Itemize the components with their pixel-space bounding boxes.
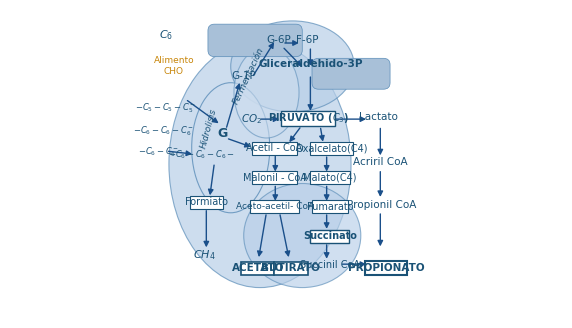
FancyBboxPatch shape — [311, 230, 349, 243]
FancyBboxPatch shape — [249, 200, 299, 214]
Text: Acriril CoA: Acriril CoA — [353, 157, 408, 167]
FancyBboxPatch shape — [311, 142, 353, 155]
Text: PROPIONATO: PROPIONATO — [348, 263, 424, 273]
Text: Oxalcelato(C4): Oxalcelato(C4) — [295, 143, 368, 154]
FancyBboxPatch shape — [273, 261, 308, 275]
Text: Acetil - CoA: Acetil - CoA — [247, 143, 303, 154]
Text: Succinato: Succinato — [303, 231, 357, 241]
FancyBboxPatch shape — [365, 261, 407, 275]
Text: F-6P: F-6P — [296, 35, 319, 45]
Text: $-C_6-C_6^-$: $-C_6-C_6^-$ — [138, 146, 179, 159]
Text: Propionil CoA: Propionil CoA — [347, 200, 416, 210]
Text: BUTIRATO: BUTIRATO — [261, 263, 320, 274]
Text: $C_6$: $C_6$ — [158, 29, 173, 42]
Text: PIRUVATO ($C_3$): PIRUVATO ($C_3$) — [268, 112, 349, 126]
Ellipse shape — [169, 40, 351, 288]
Text: $-C_5-C_5-C_5^-$: $-C_5-C_5-C_5^-$ — [135, 102, 196, 115]
Text: Fermentación: Fermentación — [232, 46, 266, 106]
Ellipse shape — [231, 21, 354, 112]
Text: $-C_6-C_6-C_6^-$: $-C_6-C_6-C_6^-$ — [133, 125, 194, 138]
Ellipse shape — [192, 83, 270, 213]
Text: Malonil - CoA: Malonil - CoA — [243, 173, 307, 183]
FancyBboxPatch shape — [312, 58, 390, 89]
Text: Malato(C4): Malato(C4) — [304, 173, 357, 183]
Text: Hidrolisis: Hidrolisis — [199, 107, 219, 149]
Text: Succinil CoA: Succinil CoA — [300, 260, 360, 271]
FancyBboxPatch shape — [281, 111, 335, 126]
Ellipse shape — [244, 183, 361, 288]
FancyBboxPatch shape — [311, 171, 350, 184]
Text: Gliceraldehido-3P: Gliceraldehido-3P — [258, 59, 363, 69]
FancyBboxPatch shape — [252, 142, 297, 155]
Text: $-C_6-C_6-C_6-$: $-C_6-C_6-C_6-$ — [168, 149, 235, 161]
Text: G: G — [217, 127, 228, 140]
Text: Alimento
CHO: Alimento CHO — [153, 56, 194, 76]
FancyBboxPatch shape — [312, 200, 348, 214]
Text: G-6P: G-6P — [267, 35, 291, 45]
Text: Fumarato: Fumarato — [307, 202, 353, 212]
Text: Aceto-acetil- CoA: Aceto-acetil- CoA — [236, 202, 313, 212]
FancyBboxPatch shape — [190, 195, 223, 209]
FancyBboxPatch shape — [241, 261, 274, 275]
Text: $CH_4$: $CH_4$ — [193, 248, 216, 262]
Text: G-1P: G-1P — [231, 71, 256, 81]
Text: Lactato: Lactato — [359, 112, 398, 122]
FancyBboxPatch shape — [208, 24, 302, 57]
Text: ACETATO: ACETATO — [232, 263, 284, 274]
FancyBboxPatch shape — [252, 171, 297, 184]
Ellipse shape — [234, 47, 299, 138]
Text: Formiato: Formiato — [185, 197, 228, 207]
Text: $CO_2$: $CO_2$ — [241, 112, 263, 126]
